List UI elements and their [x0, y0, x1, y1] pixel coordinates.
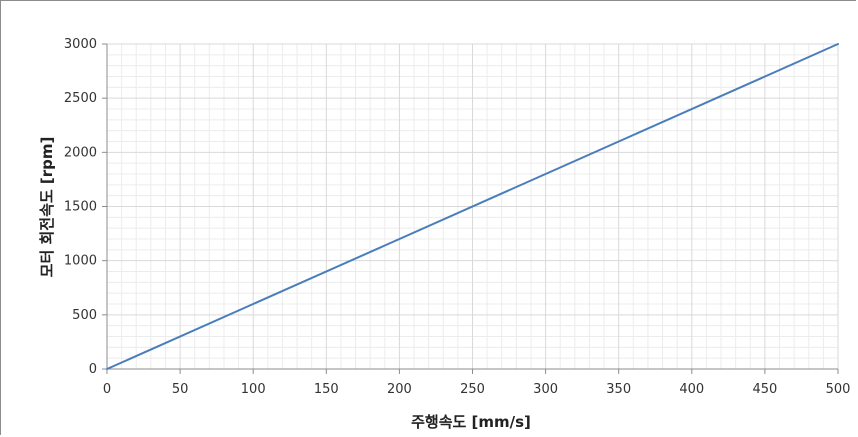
y-tick-label: 2000 — [64, 145, 97, 160]
x-axis-title: 주행속도 [mm/s] — [411, 413, 531, 431]
x-tick-label: 100 — [241, 382, 266, 397]
x-tick-label: 200 — [387, 382, 412, 397]
y-tick-label: 2500 — [64, 91, 97, 106]
x-tick-label: 250 — [460, 382, 485, 397]
series-layer — [106, 43, 839, 370]
x-tick-label: 50 — [172, 382, 189, 397]
major-grid — [107, 43, 839, 369]
y-tick-label: 0 — [89, 362, 97, 377]
x-tick-label: 500 — [826, 382, 851, 397]
y-tick-label: 1500 — [64, 200, 97, 215]
x-tick-label: 0 — [103, 382, 111, 397]
y-axis-title: 모터 회전속도 [rpm] — [38, 137, 56, 278]
x-tick-label: 150 — [314, 382, 339, 397]
x-tick-label: 450 — [752, 382, 777, 397]
x-tick-label: 400 — [679, 382, 704, 397]
x-tick-label: 350 — [606, 382, 631, 397]
y-tick-label: 3000 — [64, 37, 97, 52]
y-tick-label: 500 — [72, 308, 97, 323]
series-line — [106, 43, 839, 370]
y-tick-label: 1000 — [64, 254, 97, 269]
x-tick-label: 300 — [533, 382, 558, 397]
tick-labels: 0 50 100 150 200 250 300 350 400 450 500 0 500 1000 15… — [64, 37, 851, 397]
axes — [102, 43, 839, 374]
